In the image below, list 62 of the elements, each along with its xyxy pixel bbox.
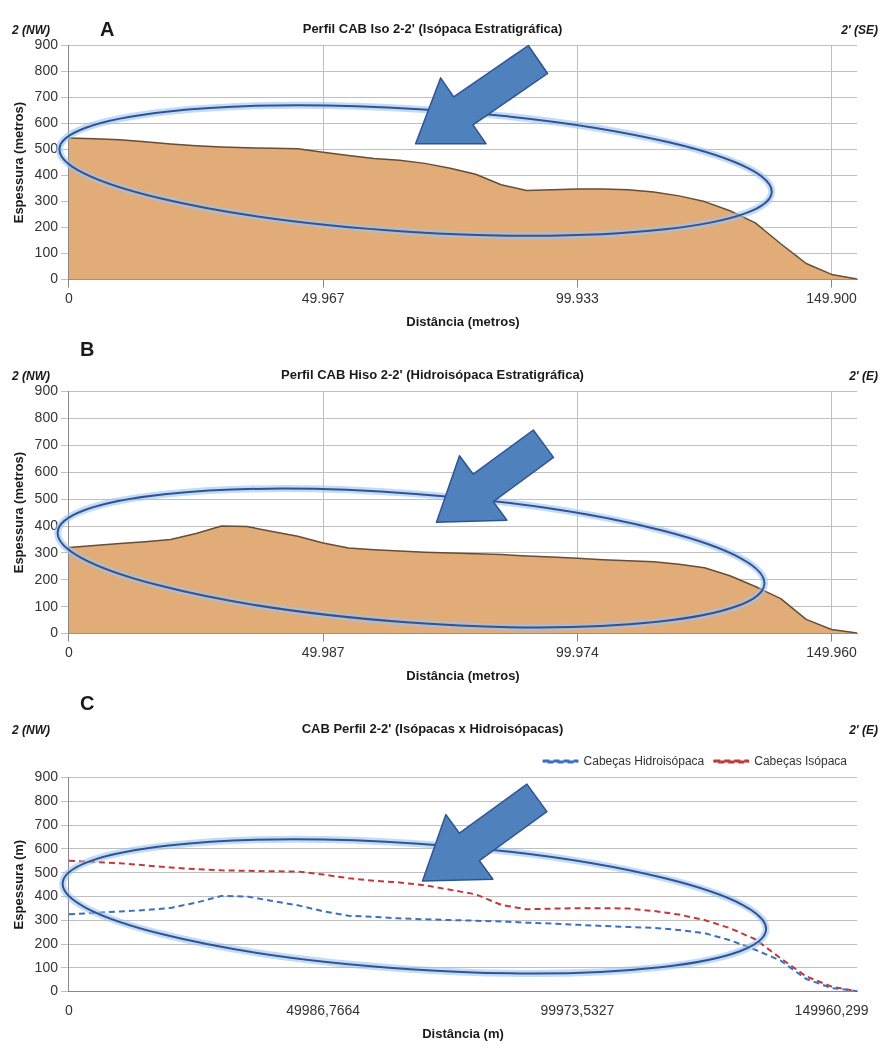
- x-tick-label: 0: [65, 289, 74, 306]
- y-tick-label: 600: [34, 114, 59, 131]
- y-axis-title: Espessura (metros): [11, 101, 27, 224]
- chart-title: Perfil CAB Iso 2-2' (Isópaca Estratigráfica): [302, 21, 563, 37]
- y-tick-label: 500: [34, 863, 59, 880]
- y-tick-label: 900: [34, 768, 59, 785]
- y-tick-label: 900: [34, 36, 59, 53]
- text: 2 (NW): [11, 369, 50, 384]
- y-tick-label: 200: [34, 570, 59, 587]
- x-tick-label: 49.987: [301, 643, 345, 660]
- y-tick-label: 300: [34, 192, 59, 209]
- y-tick-label: 800: [34, 409, 59, 426]
- x-tick-label: 149960,299: [794, 1001, 869, 1018]
- text: A: [100, 18, 115, 41]
- y-tick-label: 400: [34, 166, 59, 183]
- y-tick-label: 800: [34, 62, 59, 79]
- x-axis-title: Distância (metros): [406, 313, 520, 329]
- y-tick-label: 100: [34, 597, 59, 614]
- y-tick-label: 800: [34, 792, 59, 809]
- x-tick-label: 149.900: [806, 289, 858, 306]
- x-tick-label: 149.960: [806, 643, 858, 660]
- x-axis-title: Distância (metros): [406, 667, 520, 683]
- chart-title: CAB Perfil 2-2' (Isópacas x Hidroisópacas): [301, 721, 564, 737]
- x-tick-label: 99.933: [555, 289, 599, 306]
- y-tick-label: 600: [34, 839, 59, 856]
- y-tick-label: 200: [34, 934, 59, 951]
- y-tick-label: 700: [34, 88, 59, 105]
- y-tick-label: 700: [34, 436, 59, 453]
- y-tick-label: 100: [34, 244, 59, 261]
- y-tick-label: 300: [34, 543, 59, 560]
- x-tick-label: 49986,7664: [286, 1001, 361, 1018]
- legend-label: Cabeças Isópaca: [754, 753, 848, 768]
- y-axis-title: Espessura (m): [11, 839, 27, 930]
- y-tick-label: 400: [34, 516, 59, 533]
- y-tick-label: 400: [34, 887, 59, 904]
- x-tick-label: 0: [65, 643, 74, 660]
- y-tick-label: 0: [50, 982, 59, 999]
- x-tick-label: 99973,5327: [540, 1001, 615, 1018]
- legend-label: Cabeças Hidroisópaca: [583, 753, 705, 768]
- y-axis-title: Espessura (metros): [11, 451, 27, 574]
- y-tick-label: 100: [34, 958, 59, 975]
- y-tick-label: 900: [34, 382, 59, 399]
- y-tick-label: 700: [34, 816, 59, 833]
- y-tick-label: 500: [34, 140, 59, 157]
- text: 2' (E): [848, 369, 878, 384]
- y-tick-label: 0: [50, 270, 59, 287]
- text: B: [80, 337, 95, 360]
- y-tick-label: 200: [34, 218, 59, 235]
- y-tick-label: 500: [34, 490, 59, 507]
- text: 2' (E): [848, 723, 878, 738]
- text: 2 (NW): [11, 23, 50, 38]
- x-tick-label: 49.967: [301, 289, 345, 306]
- x-tick-label: 0: [65, 1001, 74, 1018]
- x-axis-title: Distância (m): [422, 1025, 504, 1041]
- chart-title: Perfil CAB Hiso 2-2' (Hidroisópaca Estratigráfica): [281, 367, 584, 383]
- text: C: [80, 691, 95, 714]
- text: 2 (NW): [11, 723, 50, 738]
- text: 2' (SE): [840, 23, 878, 38]
- y-tick-label: 600: [34, 463, 59, 480]
- y-tick-label: 300: [34, 911, 59, 928]
- x-tick-label: 99.974: [555, 643, 599, 660]
- y-tick-label: 0: [50, 624, 59, 641]
